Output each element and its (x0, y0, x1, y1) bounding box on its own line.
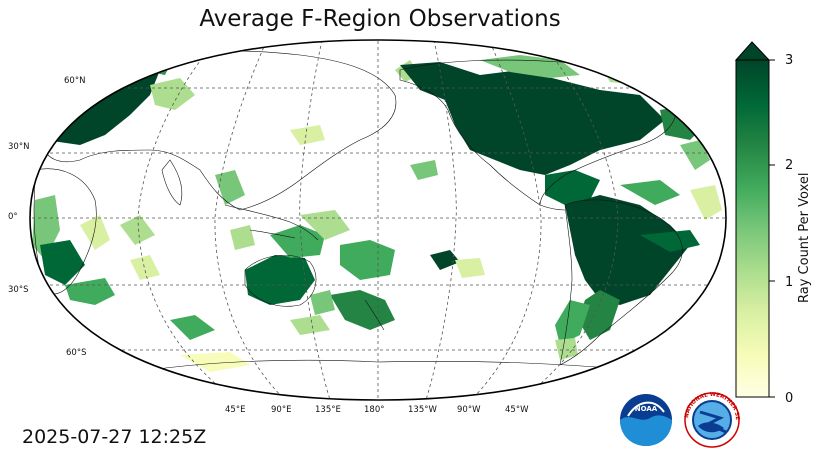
lon-label-135e: 135°E (315, 405, 341, 415)
lon-label-135w: 135°W (408, 405, 437, 415)
lon-label-45w: 45°W (505, 405, 529, 415)
lon-label-45e: 45°E (225, 405, 245, 415)
lat-label-30n: 30°N (8, 142, 29, 152)
lat-label-30s: 30°S (8, 285, 28, 295)
colorbar: 3 2 1 0 Ray Count Per Voxel (734, 41, 812, 406)
timestamp: 2025-07-27 12:25Z (22, 426, 207, 448)
lon-label-90w: 90°W (457, 405, 481, 415)
lat-label-60n: 60°N (64, 76, 85, 86)
noaa-logo: NOAA (620, 394, 672, 446)
colorbar-tick-1: 1 (785, 275, 793, 290)
colorbar-tick-2: 2 (785, 158, 793, 173)
colorbar-tick-0: 0 (785, 391, 793, 406)
lat-label-60s: 60°S (66, 348, 86, 358)
observation-density (32, 50, 722, 372)
colorbar-tick-3: 3 (785, 53, 793, 68)
lon-label-90e: 90°E (271, 405, 291, 415)
lat-label-0: 0° (8, 212, 18, 222)
globe-outline (29, 39, 727, 401)
graticule (30, 40, 726, 400)
globe-content (30, 40, 726, 400)
colorbar-extend-arrow (734, 41, 771, 61)
colorbar-gradient (735, 59, 770, 398)
map-title: Average F-Region Observations (199, 6, 561, 32)
noaa-logo-text: NOAA (635, 405, 658, 413)
colorbar-label: Ray Count Per Voxel (797, 173, 812, 303)
lon-label-180: 180° (364, 405, 384, 415)
